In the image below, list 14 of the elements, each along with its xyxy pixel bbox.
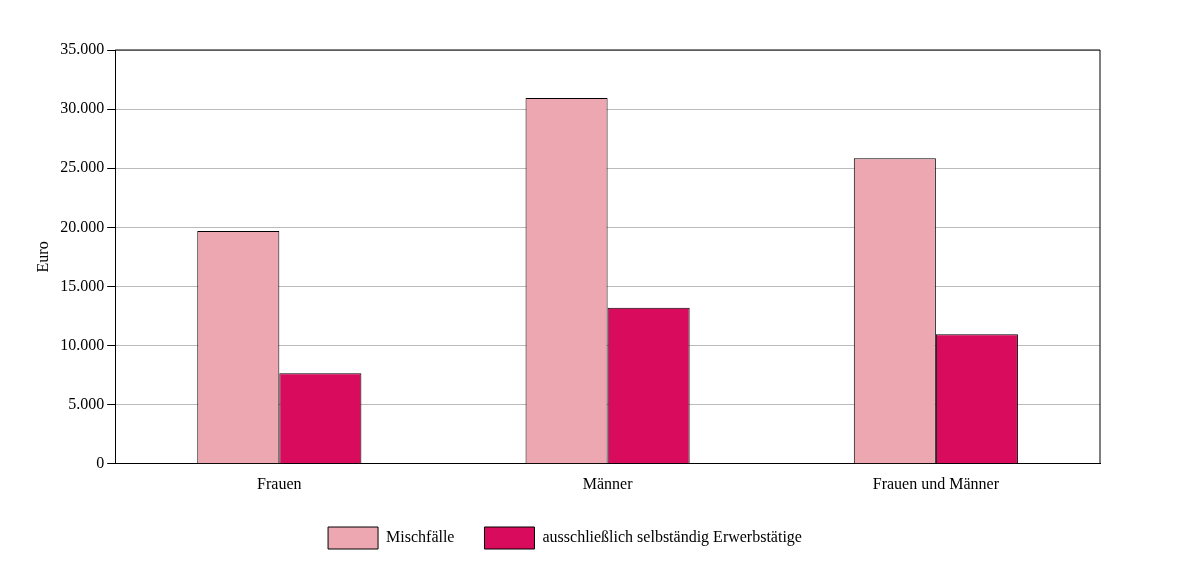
y-tick-label: 5.000	[68, 394, 105, 412]
y-tick-label: 35.000	[60, 40, 105, 58]
y-axis-title: Euro	[33, 241, 51, 273]
y-tick-label: 30.000	[60, 99, 105, 117]
y-tick-label: 20.000	[60, 217, 105, 235]
y-tick-label: 15.000	[60, 276, 105, 294]
legend-label: Mischfälle	[386, 528, 455, 546]
x-tick-label: Frauen	[257, 474, 302, 492]
x-tick-label: Frauen und Männer	[872, 474, 1000, 492]
y-tick-label: 25.000	[60, 158, 105, 176]
legend-label: ausschließlich selbständig Erwerbstätige	[542, 528, 802, 547]
y-tick-label: 10.000	[60, 335, 105, 353]
y-tick-label: 0	[96, 454, 105, 471]
x-tick-label: Männer	[582, 474, 634, 492]
